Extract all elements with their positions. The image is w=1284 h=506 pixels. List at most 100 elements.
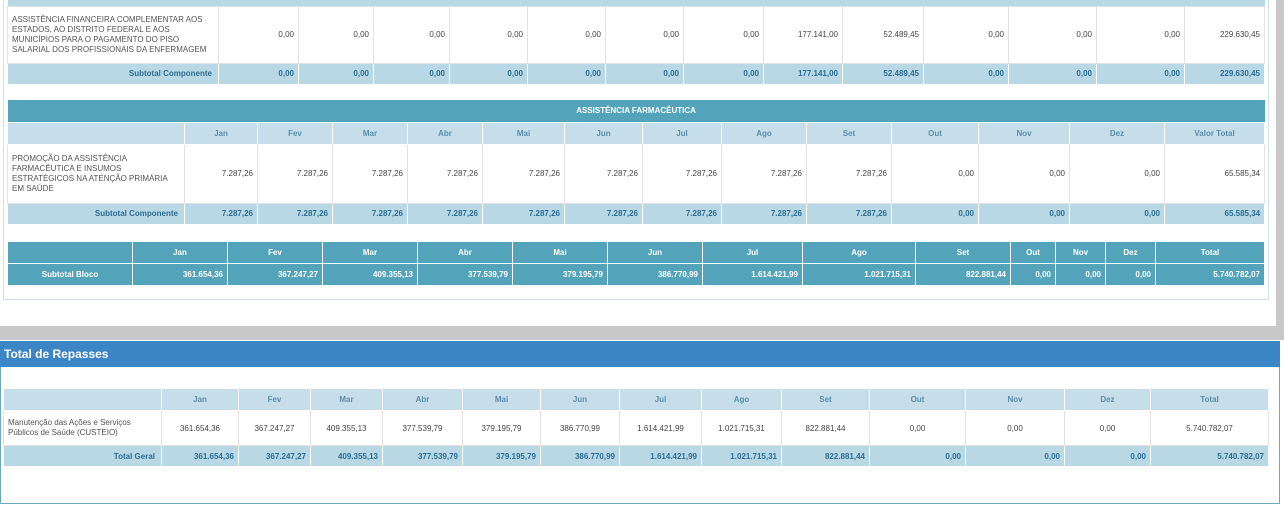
subtotal-value: 7.287,26 [721,202,807,225]
table-row: PROMOÇÃO DA ASSISTÊNCIA FARMACÊUTICA E I… [7,143,1266,204]
cell-value: 0,00 [891,143,979,204]
total-geral-value: 0,00 [869,445,966,467]
subtotal-value: 0,00 [449,62,528,85]
cell-value: 822.881,44 [781,410,870,446]
subtotal-value: 0,00 [683,62,764,85]
total-geral-value: 386.770,99 [540,445,620,467]
subtotal-value: 0,00 [1069,202,1165,225]
bloco-value: 386.770,99 [607,263,703,286]
row-description: Manutenção das Ações e Serviços Públicos… [3,410,162,446]
subtotal-value: 7.287,26 [184,202,258,225]
total-geral-value: 377.539,79 [382,445,463,467]
header-month: Ago [721,121,807,145]
header-month: Dez [1069,121,1165,145]
bloco-value: 361.654,36 [132,263,228,286]
section-title-row: ASSISTÊNCIA FARMACÊUTICA [7,100,1265,122]
header-month: Out [869,388,966,411]
cell-value: 7.287,26 [482,143,565,204]
subtotal-row: Subtotal Componente 7.287,26 7.287,26 7.… [7,202,1266,225]
total-geral-value: 0,00 [965,445,1065,467]
cell-value: 177.141,00 [763,5,843,64]
cell-value: 0,00 [218,5,299,64]
subtotal-value: 0,00 [527,62,606,85]
bloco-value: 367.247,27 [227,263,323,286]
header-blank [7,241,133,264]
header-month: Fev [257,121,333,145]
header-month: Jun [564,121,643,145]
cell-total: 5.740.782,07 [1150,410,1269,446]
cell-value: 0,00 [605,5,684,64]
header-month: Mai [482,121,565,145]
total-geral-value: 367.247,27 [238,445,311,467]
header-month: Jan [161,388,239,411]
table-row: ASSISTÊNCIA FINANCEIRA COMPLEMENTAR AOS … [7,5,1265,64]
header-month: Nov [978,121,1070,145]
header-month: Nov [1055,241,1106,264]
cell-value: 7.287,26 [806,143,892,204]
subtotal-value: 52.489,45 [842,62,924,85]
header-month: Abr [382,388,463,411]
bloco-value: 1.614.421,99 [702,263,803,286]
header-row: Jan Fev Mar Abr Mai Jun Jul Ago Set Out … [3,388,1269,411]
subtotal-value: 7.287,26 [642,202,722,225]
subtotal-value: 7.287,26 [564,202,643,225]
subtotal-bloco-row: Subtotal Bloco 361.654,36 367.247,27 409… [7,263,1265,286]
subtotal-value: 0,00 [978,202,1070,225]
cell-total: 229.630,45 [1184,5,1265,64]
cell-value: 377.539,79 [382,410,463,446]
table-total-repasses: Jan Fev Mar Abr Mai Jun Jul Ago Set Out … [3,388,1269,467]
cell-value: 361.654,36 [161,410,239,446]
header-month: Jan [184,121,258,145]
header-month: Set [781,388,870,411]
header-total: Total [1155,241,1265,264]
header-blank [3,388,162,411]
subtotal-value: 7.287,26 [806,202,892,225]
total-geral-value: 379.195,79 [462,445,541,467]
total-geral-value: 1.021.715,31 [701,445,782,467]
bloco-value: 822.881,44 [915,263,1011,286]
subtotal-value: 0,00 [218,62,299,85]
cell-value: 0,00 [1069,143,1165,204]
cell-value: 52.489,45 [842,5,924,64]
cell-value: 7.287,26 [721,143,807,204]
cell-value: 367.247,27 [238,410,311,446]
header-month: Mai [512,241,608,264]
cell-value: 0,00 [923,5,1009,64]
section-separator [0,326,1282,340]
cell-value: 0,00 [1008,5,1097,64]
panel-header: Total de Repasses [0,341,1280,367]
cell-value: 409.355,13 [310,410,383,446]
panel-title: Total de Repasses [4,347,109,361]
table-top-rule [7,0,1265,6]
cell-value: 7.287,26 [407,143,483,204]
bloco-value: 0,00 [1105,263,1156,286]
bloco-total: 5.740.782,07 [1155,263,1265,286]
cell-value: 7.287,26 [332,143,408,204]
table-piso-enfermagem: ASSISTÊNCIA FINANCEIRA COMPLEMENTAR AOS … [7,0,1265,85]
cell-total: 65.585,34 [1163,143,1266,204]
scrollbar-track [1276,0,1284,340]
subtotal-value: 7.287,26 [332,202,408,225]
header-month: Mar [332,121,408,145]
subtotal-total: 65.585,34 [1163,202,1266,225]
header-month: Jul [619,388,702,411]
header-month: Out [1010,241,1056,264]
subtotal-value: 0,00 [1008,62,1097,85]
header-month: Nov [965,388,1065,411]
header-month: Jul [642,121,722,145]
cell-value: 1.614.421,99 [619,410,702,446]
cell-value: 0,00 [1096,5,1185,64]
subtotal-label: Subtotal Componente [7,202,185,225]
cell-value: 0,00 [978,143,1070,204]
cell-value: 7.287,26 [257,143,333,204]
total-geral-value: 1.614.421,99 [619,445,702,467]
subtotal-label: Subtotal Componente [7,62,219,85]
subtotal-value: 7.287,26 [407,202,483,225]
header-total: Total [1150,388,1269,411]
row-description: ASSISTÊNCIA FINANCEIRA COMPLEMENTAR AOS … [7,5,219,64]
header-month: Dez [1105,241,1156,264]
bloco-value: 377.539,79 [417,263,513,286]
cell-value: 7.287,26 [642,143,722,204]
cell-value: 7.287,26 [184,143,258,204]
cell-value: 0,00 [683,5,764,64]
